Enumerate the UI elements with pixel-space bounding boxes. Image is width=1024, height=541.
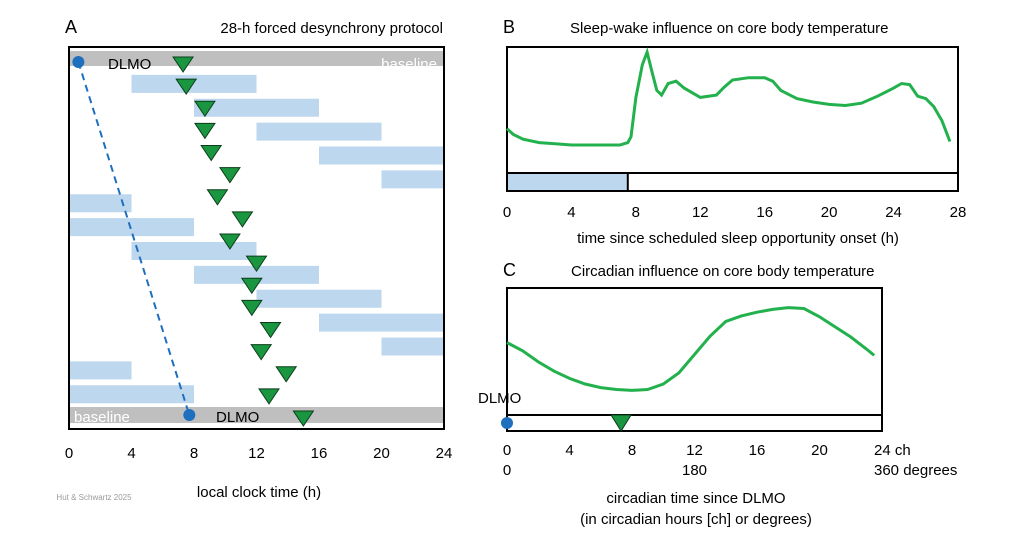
x-tick-label: 24 [885,204,902,221]
green-triangle-marker [250,344,273,361]
sleep-episode-bar [381,170,444,189]
protocol-raster [69,51,444,427]
x-degree-tick-label: 180 [682,462,707,479]
circadian-timeline [506,414,883,432]
x-tick-label: 28 [950,204,967,221]
sleep-wake-temperature-curve [505,47,952,147]
panel-a: A 28-h forced desynchrony protocol basel… [56,17,452,502]
x-tick-label: 4 [127,445,135,462]
sleep-episode-bar [69,218,194,237]
x-tick-label: 0 [65,445,73,462]
green-triangle-marker [292,410,315,427]
x-tick-label: 16 [756,204,773,221]
green-triangle-marker [206,189,229,206]
baseline-bar-bottom [69,407,444,423]
sleep-episode-bar [69,361,132,380]
x-end-ch-label: 24 ch [874,442,911,459]
sleep-opportunity-bar [507,173,628,191]
panel-c: C Circadian influence on core body tempe… [478,260,957,528]
panel-c-degree-ticks: 0 180 [503,462,707,479]
panel-a-title: 28-h forced desynchrony protocol [220,20,443,37]
green-triangle-marker [172,56,194,73]
baseline-label-top: baseline [381,56,437,73]
x-tick-label: 20 [373,445,390,462]
green-triangle-marker [200,145,223,162]
green-triangle-marker [219,167,241,184]
dlmo-marker-start [72,56,85,68]
panel-c-title: Circadian influence on core body tempera… [571,263,875,280]
x-tick-label: 8 [628,442,636,459]
green-triangle-marker [194,122,216,140]
dlmo-label-bottom: DLMO [216,409,259,426]
sleep-episode-bar [194,265,319,284]
sleep-episode-bar [69,385,194,404]
credit-text: Hut & Schwartz 2025 [56,493,132,502]
panel-a-frame [68,46,445,430]
x-end-degrees-label: 360 degrees [874,462,957,479]
sleep-episode-bar [256,122,382,141]
dlmo-drift-line [77,61,191,416]
x-tick-label: 20 [821,204,838,221]
panel-a-x-axis-label: local clock time (h) [197,484,321,501]
panel-b-plot-frame [506,46,959,174]
panel-c-x-axis-label-line1: circadian time since DLMO [606,490,785,507]
sleep-wake-timeline [506,172,959,192]
green-triangle-marker [231,211,254,228]
x-tick-label: 24 [436,445,453,462]
green-triangle-marker [219,233,241,250]
panel-c-label: C [503,260,516,280]
x-tick-label: 0 [503,442,511,459]
green-triangle-marker [275,366,298,383]
x-tick-label: 12 [248,445,265,462]
x-degree-tick-label: 0 [503,462,511,479]
baseline-bar-top [69,51,444,66]
panel-a-x-ticks: 0 4 8 12 16 20 24 [65,445,453,462]
sleep-episode-bar [319,146,444,165]
x-tick-label: 8 [632,204,640,221]
dlmo-label-c: DLMO [478,390,521,407]
x-tick-label: 12 [692,204,709,221]
dlmo-label-top: DLMO [108,56,151,73]
green-triangle-marker [610,414,632,432]
x-tick-label: 4 [567,204,575,221]
green-triangle-marker [258,388,280,405]
x-tick-label: 0 [503,204,511,221]
baseline-label-bottom: baseline [74,409,130,426]
panel-b-x-axis-label: time since scheduled sleep opportunity o… [577,230,899,247]
sleep-episode-bar [256,289,382,308]
sleep-episode-bar [319,313,444,332]
dlmo-marker-end [183,409,196,421]
x-tick-label: 20 [811,442,828,459]
panel-b-title: Sleep-wake influence on core body temper… [570,20,889,37]
x-tick-label: 8 [190,445,198,462]
dlmo-marker [501,417,513,429]
sleep-episode-bar [131,74,257,93]
green-triangle-marker [194,100,216,118]
panel-c-plot-frame [506,287,883,416]
sleep-episode-bar [69,194,132,213]
panel-b-label: B [503,17,515,37]
panel-c-x-ticks: 0 4 8 12 16 20 [503,442,828,459]
panel-a-label: A [65,17,77,37]
green-triangle-marker [259,322,282,339]
x-tick-label: 16 [311,445,328,462]
panel-c-x-axis-label-line2: (in circadian hours [ch] or degrees) [580,511,812,528]
circadian-temperature-curve [506,306,876,392]
sleep-episode-bar [194,98,319,117]
x-tick-label: 16 [749,442,766,459]
panel-b: B Sleep-wake influence on core body temp… [503,17,967,247]
sleep-episode-bar [381,337,444,356]
panel-b-x-ticks: 0 4 8 12 16 20 24 28 [503,204,967,221]
sleep-episode-bar [131,242,257,260]
x-tick-label: 12 [686,442,703,459]
green-triangle-marker [245,255,268,273]
green-triangle-marker [240,277,263,295]
green-triangle-marker [240,299,263,317]
x-tick-label: 4 [565,442,573,459]
green-triangle-marker [175,78,198,96]
